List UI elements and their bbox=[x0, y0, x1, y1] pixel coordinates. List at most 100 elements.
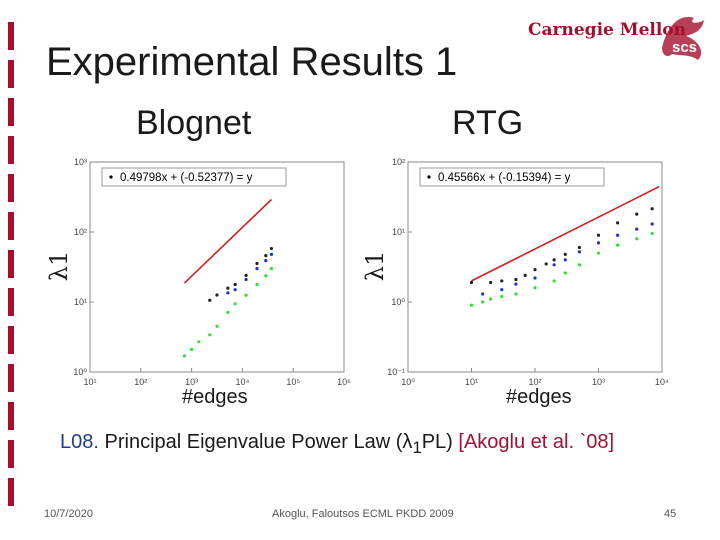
x-tick-label: 10⁰ bbox=[401, 377, 415, 387]
data-point bbox=[635, 212, 639, 216]
plot-frame bbox=[407, 161, 663, 373]
data-point bbox=[189, 347, 194, 352]
x-tick-label: 10⁴ bbox=[655, 377, 669, 387]
data-point bbox=[489, 280, 493, 285]
data-point bbox=[244, 293, 248, 297]
data-point bbox=[552, 258, 556, 262]
data-point bbox=[635, 227, 639, 231]
data-point bbox=[552, 263, 556, 267]
data-point bbox=[616, 243, 620, 247]
x-axis-label-rtg: #edges bbox=[506, 386, 572, 408]
data-point bbox=[182, 354, 187, 358]
data-point bbox=[596, 233, 601, 237]
caption-reference: [Akoglu et al. `08] bbox=[458, 431, 615, 453]
y-tick-label: 10³ bbox=[74, 157, 87, 167]
fit-line bbox=[183, 198, 272, 284]
legend-box bbox=[101, 167, 287, 187]
x-tick-label: 10⁵ bbox=[286, 377, 300, 387]
legend-label: 0.45566x + (-0.15394) = y bbox=[438, 172, 571, 184]
data-point bbox=[481, 300, 485, 304]
data-point bbox=[514, 292, 518, 296]
data-point bbox=[264, 254, 268, 258]
data-point bbox=[244, 273, 248, 277]
data-point bbox=[197, 340, 201, 344]
x-tick-label: 10³ bbox=[592, 377, 605, 387]
data-point bbox=[215, 293, 219, 297]
legend-marker bbox=[427, 175, 431, 179]
data-point bbox=[233, 302, 237, 306]
data-point bbox=[208, 298, 212, 302]
chart-title-blognet: Blognet bbox=[136, 104, 252, 142]
data-point bbox=[514, 282, 518, 286]
data-point bbox=[514, 277, 518, 282]
data-point bbox=[533, 276, 537, 280]
legend-box bbox=[419, 167, 605, 187]
slide-title: Experimental Results 1 bbox=[46, 40, 458, 84]
x-tick-label: 10² bbox=[134, 377, 147, 387]
data-point bbox=[226, 286, 230, 290]
data-point bbox=[226, 310, 230, 315]
data-point bbox=[208, 333, 212, 337]
data-point bbox=[264, 259, 268, 263]
data-point bbox=[255, 261, 259, 266]
data-point bbox=[469, 303, 474, 307]
data-point bbox=[255, 267, 259, 271]
data-point bbox=[469, 280, 474, 285]
x-tick-label: 10⁴ bbox=[235, 377, 249, 387]
data-point bbox=[244, 277, 248, 282]
data-point bbox=[269, 267, 274, 271]
data-point bbox=[563, 271, 567, 275]
y-tick-label: 10² bbox=[392, 157, 405, 167]
data-point bbox=[650, 222, 654, 226]
data-point bbox=[563, 258, 567, 262]
x-tick-label: 10² bbox=[528, 377, 541, 387]
data-point bbox=[269, 252, 274, 256]
plot-frame bbox=[89, 161, 345, 373]
caption: L08. Principal Eigenvalue Power Law (λ1P… bbox=[60, 428, 700, 462]
data-point bbox=[500, 279, 504, 283]
data-point bbox=[500, 288, 504, 292]
data-point bbox=[616, 233, 620, 237]
logo-text: Carnegie Mellon bbox=[528, 20, 687, 40]
footer-date: 10/7/2020 bbox=[44, 508, 93, 520]
university-logo: Carnegie Mellon scs bbox=[522, 8, 714, 64]
data-point bbox=[255, 282, 259, 287]
y-tick-label: 10⁰ bbox=[391, 297, 405, 307]
y-tick-label: 10² bbox=[74, 227, 87, 237]
logo-mark: scs bbox=[672, 39, 697, 56]
data-point bbox=[233, 288, 237, 292]
data-point bbox=[577, 263, 581, 267]
legend-marker bbox=[109, 175, 113, 179]
y-tick-label: 10¹ bbox=[74, 297, 87, 307]
data-point bbox=[563, 252, 567, 256]
data-point bbox=[650, 207, 654, 211]
x-tick-label: 10¹ bbox=[465, 377, 478, 387]
data-point bbox=[544, 262, 548, 266]
footer-page-number: 45 bbox=[664, 508, 677, 520]
data-point bbox=[233, 282, 237, 287]
data-point bbox=[481, 292, 485, 296]
y-tick-label: 10⁻¹ bbox=[387, 367, 405, 377]
y-tick-label: 10⁰ bbox=[73, 367, 87, 377]
caption-subscript: 1 bbox=[412, 438, 422, 457]
legend-label: 0.49798x + (-0.52377) = y bbox=[120, 172, 253, 184]
data-point bbox=[215, 324, 219, 328]
data-point bbox=[616, 221, 620, 225]
data-point bbox=[577, 245, 581, 250]
data-point bbox=[533, 286, 537, 290]
data-point bbox=[533, 268, 537, 272]
data-point bbox=[635, 237, 639, 241]
caption-suffix: PL) bbox=[421, 431, 459, 453]
data-point bbox=[650, 231, 654, 236]
x-tick-label: 10¹ bbox=[83, 377, 96, 387]
y-tick-label: 10¹ bbox=[392, 227, 405, 237]
left-accent-bar bbox=[8, 22, 14, 520]
data-point bbox=[500, 294, 504, 299]
data-point bbox=[523, 273, 527, 277]
x-axis-label-blognet: #edges bbox=[182, 386, 248, 408]
data-point bbox=[264, 274, 268, 278]
data-point bbox=[577, 250, 581, 254]
data-point bbox=[269, 246, 274, 251]
